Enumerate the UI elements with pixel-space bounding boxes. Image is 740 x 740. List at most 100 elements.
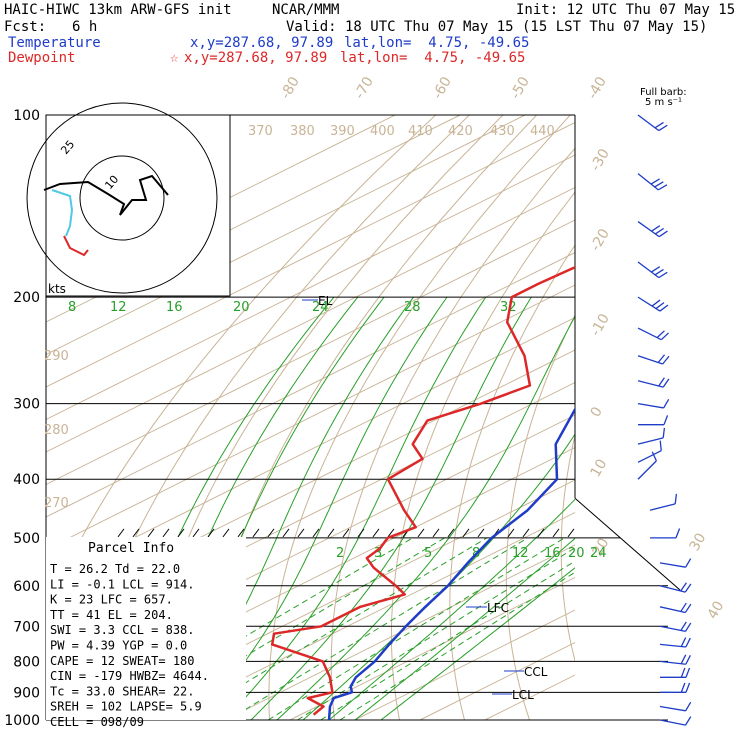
pressure-tick-label: 500: [13, 531, 40, 547]
hatch-mark: [507, 528, 515, 538]
wind-barb-feather: [662, 427, 666, 438]
isotherm-label: -80: [278, 74, 303, 102]
wind-barb-staff: [637, 450, 662, 463]
hodograph-trace-mid: [51, 189, 74, 237]
hodograph-ring-outer: [26, 102, 218, 294]
wind-barb-feather: [685, 682, 691, 693]
moist-adiabat-line: [224, 296, 487, 720]
mixing-ratio-label: 20: [568, 546, 585, 561]
pressure-tick-label: 800: [13, 654, 40, 670]
isotherm-label: -20: [588, 226, 613, 254]
isotherm-label: 20: [590, 536, 613, 559]
theta-label: 440: [530, 124, 555, 139]
isotherm-label: -30: [588, 146, 613, 174]
dewpoint-xy: x,y=287.68, 97.89: [184, 50, 328, 66]
hatch-mark: [252, 528, 260, 538]
mixing-ratio-label: 24: [312, 300, 329, 315]
isotherm-label: 40: [705, 599, 728, 622]
barb-legend-line2: 5 m s⁻¹: [645, 97, 682, 108]
wind-barb-staff: [637, 355, 663, 365]
parcel-info-row: Tc = 33.0 SHEAR= 22.: [50, 684, 195, 698]
level-marker-label: EL: [318, 294, 333, 308]
theta-label: 370: [248, 124, 273, 139]
hatch-mark: [462, 528, 470, 538]
parcel-info-row: CAPE = 12 SWEAT= 180: [50, 654, 195, 668]
hatch-mark: [372, 528, 380, 538]
wind-barb-staff: [659, 705, 686, 712]
isotherm-line: [46, 219, 575, 486]
wind-barb-feather: [658, 271, 668, 279]
temperature-profile: [327, 406, 575, 720]
moist-adiabat-line: [380, 567, 575, 720]
dry-adiabat-line: [560, 433, 575, 663]
mixing-ratio-label: 28: [404, 300, 421, 315]
wind-barb-feather: [680, 637, 687, 647]
wind-barb-feather: [651, 299, 661, 307]
hatch-mark: [312, 528, 320, 538]
pressure-tick-label: 300: [13, 397, 40, 413]
wind-barbs: [637, 114, 692, 726]
wind-barb-feather: [685, 667, 691, 678]
parcel-info-row: TT = 41 EL = 204.: [50, 608, 173, 622]
wind-barb-feather: [660, 332, 670, 341]
isotherm-line: [159, 511, 575, 720]
wind-barb-feather: [651, 225, 661, 232]
hatch-mark: [222, 528, 230, 538]
parcel-info-title: Parcel Info: [88, 541, 174, 556]
mixing-ratio-label: 12: [512, 546, 529, 561]
wind-barb-feather: [685, 655, 691, 665]
isotherm-line: [46, 316, 575, 583]
profile-series: [270, 265, 575, 720]
isotherm-label: 10: [588, 457, 611, 480]
pressure-tick-label: 400: [13, 472, 40, 488]
dry-adiabat-line: [449, 244, 575, 720]
hatch-mark: [522, 528, 530, 538]
valid-time: Valid: 18 UTC Thu 07 May 15 (15 LST Thu …: [286, 19, 708, 35]
dry-adiabat-line: [505, 313, 575, 720]
hodograph-frame: [45, 114, 231, 297]
org-label: NCAR/MMM: [272, 2, 340, 18]
wind-barb-staff: [637, 327, 662, 341]
mixing-ratio-label: 12: [110, 300, 127, 315]
isotherm-label: -10: [588, 311, 613, 339]
wind-barb-feather: [663, 398, 670, 409]
wind-barb-feather: [654, 121, 664, 129]
wind-barb-feather: [657, 354, 666, 363]
wind-barb-feather: [675, 528, 681, 539]
hatch-mark: [447, 528, 455, 538]
parcel-info-panel: Parcel Info T = 26.2 Td = 22.0LI = -0.1 L…: [46, 537, 246, 729]
wind-barb-staff: [637, 296, 661, 312]
hatch-mark: [327, 528, 335, 538]
model-title: HAIC-HIWC 13km ARW-GFS init: [4, 2, 232, 18]
wind-barb-feather: [662, 355, 670, 365]
mixing-ratio-label: 8: [68, 300, 76, 315]
parcel-info-row: SWI = 3.3 CCL = 838.: [50, 623, 195, 637]
theta-label: 390: [330, 124, 355, 139]
wind-barb-staff: [637, 403, 664, 409]
hatch-mark: [417, 528, 425, 538]
wind-barb-feather: [654, 227, 665, 235]
wind-barb-staff: [659, 719, 686, 726]
mixing-ratio-line: [228, 537, 528, 720]
pressure-tick-label: 900: [13, 685, 40, 701]
hatch-mark: [477, 528, 485, 538]
wind-barb-feather: [657, 184, 668, 191]
hatch-mark: [267, 528, 275, 538]
isotherm-line: [289, 576, 575, 720]
mixing-ratio-label: 32: [500, 300, 517, 315]
dry-adiabat-line: [391, 191, 575, 720]
level-markers: EL LFC CCL LCL: [302, 294, 548, 702]
barb-legend: Full barb:5 m s⁻¹: [640, 87, 687, 108]
wind-barb-feather: [684, 583, 692, 593]
isotherm-line: [46, 121, 575, 388]
mixing-ratio-label: 24: [590, 546, 607, 561]
hodograph-trace-low: [63, 235, 89, 257]
fcst-value: 6 h: [72, 19, 98, 35]
wind-barb-staff: [637, 437, 664, 445]
hatch-mark: [117, 528, 125, 538]
star-icon: ☆: [170, 50, 179, 66]
wind-barb-feather: [658, 230, 668, 238]
wind-barb-feather: [654, 181, 664, 188]
wind-barb-staff: [637, 460, 657, 480]
hatch-mark: [552, 528, 560, 538]
